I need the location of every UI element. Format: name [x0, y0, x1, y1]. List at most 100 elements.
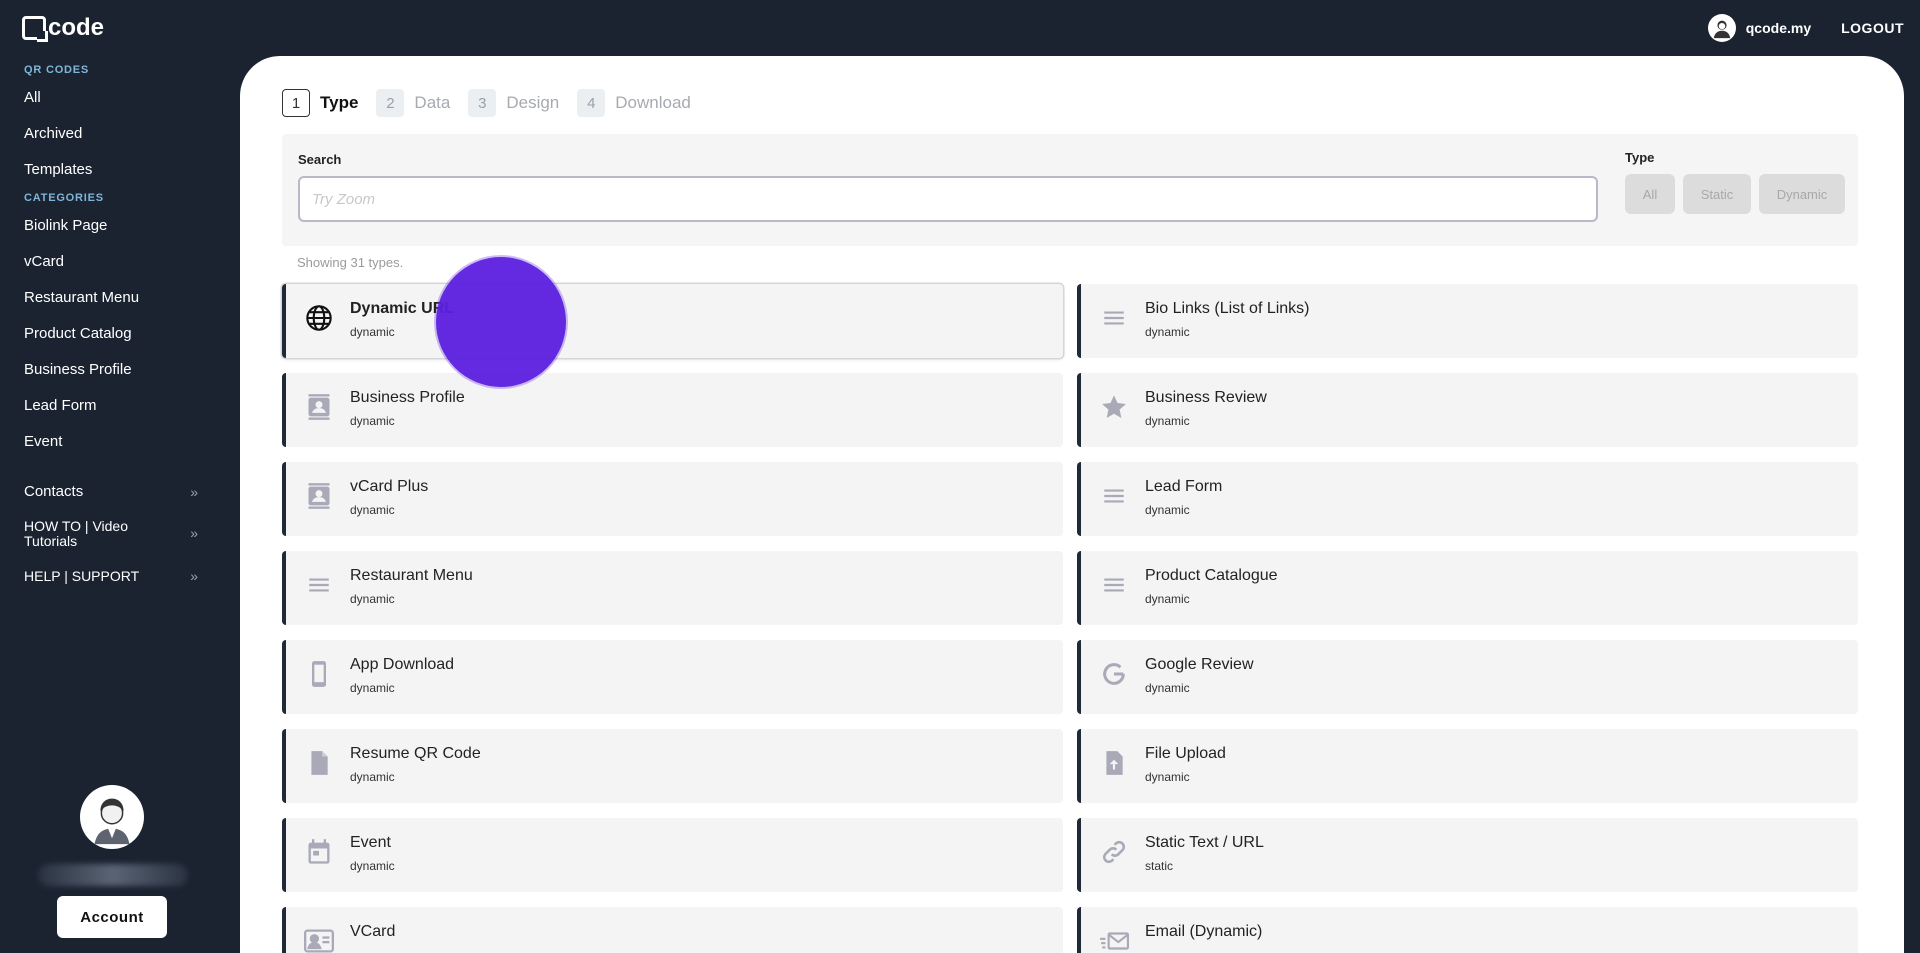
- user-avatar[interactable]: [1707, 14, 1736, 42]
- list-icon: [1099, 481, 1129, 511]
- double-chevron-right-icon: »: [190, 484, 198, 500]
- type-card-title: Restaurant Menu: [350, 567, 473, 584]
- type-filter-all-button[interactable]: All: [1625, 174, 1675, 214]
- logo-q-icon: [22, 16, 48, 42]
- globe-icon: [304, 303, 334, 333]
- sidebar-item-templates[interactable]: Templates: [24, 161, 93, 178]
- type-card-title: File Upload: [1145, 745, 1226, 762]
- type-card-subtitle: dynamic: [1145, 414, 1190, 428]
- type-card-title: Lead Form: [1145, 478, 1223, 495]
- step-number: 2: [376, 89, 405, 117]
- sidebar-item-product-catalog[interactable]: Product Catalog: [24, 325, 132, 342]
- username[interactable]: qcode.my: [1745, 20, 1812, 36]
- type-card-lead-form[interactable]: Lead Form dynamic: [1077, 462, 1858, 536]
- link-icon: [1099, 837, 1129, 867]
- logo-text: code: [48, 14, 105, 41]
- type-card-resume-qr-code[interactable]: Resume QR Code dynamic: [282, 729, 1063, 803]
- step-label: Download: [615, 93, 691, 112]
- google-icon: [1099, 659, 1129, 689]
- sidebar-item-contacts[interactable]: Contacts »: [0, 474, 240, 510]
- type-card-title: Product Catalogue: [1145, 567, 1278, 584]
- type-card-subtitle: dynamic: [1145, 325, 1190, 339]
- contact-card-icon: [304, 481, 334, 511]
- step-number: 1: [282, 89, 310, 117]
- type-card-subtitle: static: [1145, 859, 1174, 873]
- type-card-subtitle: dynamic: [1145, 592, 1190, 606]
- type-card-subtitle: dynamic: [350, 503, 395, 517]
- type-card-google-review[interactable]: Google Review dynamic: [1077, 640, 1858, 714]
- type-card-title: Google Review: [1145, 656, 1254, 673]
- sidebar-item-video-tutorials[interactable]: HOW TO | Video Tutorials »: [0, 510, 240, 558]
- type-card-restaurant-menu[interactable]: Restaurant Menu dynamic: [282, 551, 1063, 625]
- type-card-title: Static Text / URL: [1145, 834, 1264, 851]
- sidebar-item-business-profile[interactable]: Business Profile: [24, 361, 132, 378]
- account-name-blurred: [38, 864, 188, 886]
- type-card-title: VCard: [350, 923, 396, 940]
- step-download[interactable]: 4 Download: [577, 89, 691, 117]
- type-card-subtitle: dynamic: [350, 681, 395, 695]
- type-card-bio-links[interactable]: Bio Links (List of Links) dynamic: [1077, 284, 1858, 358]
- search-label: Search: [298, 152, 342, 167]
- sidebar: QR CODES All Archived Templates CATEGORI…: [0, 56, 240, 953]
- contact-card-icon: [304, 392, 334, 422]
- type-filter-label: Type: [1625, 150, 1655, 165]
- sidebar-item-biolink-page[interactable]: Biolink Page: [24, 217, 108, 234]
- sidebar-item-all[interactable]: All: [24, 89, 41, 106]
- logout-button[interactable]: LOGOUT: [1841, 20, 1904, 36]
- step-design[interactable]: 3 Design: [468, 89, 559, 117]
- type-card-business-profile[interactable]: Business Profile dynamic: [282, 373, 1063, 447]
- type-card-dynamic-url[interactable]: Dynamic URL dynamic: [282, 284, 1063, 358]
- step-type[interactable]: 1 Type: [282, 89, 358, 117]
- sidebar-item-archived[interactable]: Archived: [24, 125, 83, 142]
- step-number: 3: [468, 89, 497, 117]
- phone-icon: [304, 659, 334, 689]
- type-card-email-dynamic[interactable]: Email (Dynamic): [1077, 907, 1858, 953]
- user-area: qcode.my LOGOUT: [1707, 14, 1904, 42]
- file-upload-icon: [1099, 748, 1129, 778]
- double-chevron-right-icon: »: [190, 525, 198, 541]
- type-filter-group: All Static Dynamic: [1625, 174, 1845, 214]
- type-card-subtitle: dynamic: [350, 770, 395, 784]
- type-card-business-review[interactable]: Business Review dynamic: [1077, 373, 1858, 447]
- type-card-title: Business Review: [1145, 389, 1267, 406]
- account-button[interactable]: Account: [57, 896, 167, 938]
- type-card-title: Event: [350, 834, 391, 851]
- step-label: Data: [414, 93, 451, 112]
- double-chevron-right-icon: »: [190, 568, 198, 584]
- type-card-event[interactable]: Event dynamic: [282, 818, 1063, 892]
- list-icon: [304, 570, 334, 600]
- qcode-logo[interactable]: code: [22, 14, 104, 42]
- step-data[interactable]: 2 Data: [376, 89, 450, 117]
- type-filter-dynamic-button[interactable]: Dynamic: [1759, 174, 1845, 214]
- type-card-subtitle: dynamic: [350, 325, 395, 339]
- id-card-icon: [304, 926, 334, 953]
- sidebar-item-help-support[interactable]: HELP | SUPPORT »: [0, 558, 240, 594]
- type-card-product-catalogue[interactable]: Product Catalogue dynamic: [1077, 551, 1858, 625]
- type-card-title: Resume QR Code: [350, 745, 481, 762]
- step-label: Type: [320, 93, 359, 112]
- type-card-subtitle: dynamic: [350, 859, 395, 873]
- type-card-title: vCard Plus: [350, 478, 429, 495]
- sidebar-item-lead-form[interactable]: Lead Form: [24, 397, 97, 414]
- search-input[interactable]: [298, 176, 1598, 222]
- type-card-file-upload[interactable]: File Upload dynamic: [1077, 729, 1858, 803]
- type-card-vcard[interactable]: VCard: [282, 907, 1063, 953]
- list-icon: [1099, 570, 1129, 600]
- type-card-title: Dynamic URL: [350, 300, 455, 317]
- document-icon: [304, 748, 334, 778]
- sidebar-item-restaurant-menu[interactable]: Restaurant Menu: [24, 289, 140, 306]
- list-icon: [1099, 303, 1129, 333]
- sidebar-item-event[interactable]: Event: [24, 433, 63, 450]
- search-panel: Search Type All Static Dynamic: [282, 134, 1858, 246]
- account-avatar[interactable]: [80, 785, 144, 849]
- results-count: Showing 31 types.: [297, 255, 404, 270]
- type-card-static-text-url[interactable]: Static Text / URL static: [1077, 818, 1858, 892]
- type-filter-static-button[interactable]: Static: [1683, 174, 1751, 214]
- type-card-app-download[interactable]: App Download dynamic: [282, 640, 1063, 714]
- sidebar-item-vcard[interactable]: vCard: [24, 253, 65, 270]
- star-icon: [1099, 392, 1129, 422]
- top-bar: code qcode.my LOGOUT: [0, 0, 1920, 56]
- type-card-subtitle: dynamic: [350, 414, 395, 428]
- type-card-vcard-plus[interactable]: vCard Plus dynamic: [282, 462, 1063, 536]
- sidebar-section-qr-codes: QR CODES: [24, 64, 90, 76]
